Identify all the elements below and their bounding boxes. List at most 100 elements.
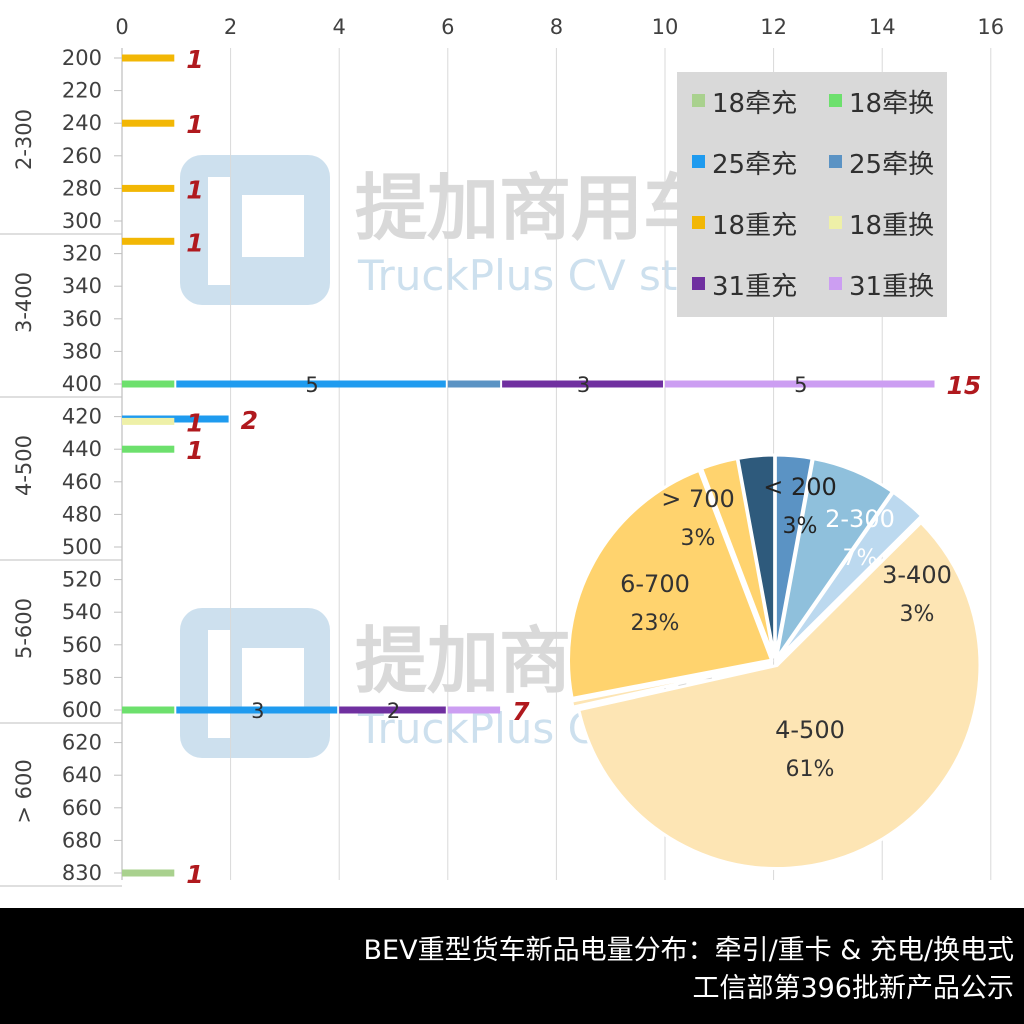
legend-label: 31重换 (849, 272, 934, 302)
chart-source: 工信部第396批新产品公示 (692, 973, 1014, 1004)
pie-slice-label: < 200 (763, 473, 837, 501)
y-tick-label: 580 (62, 665, 102, 689)
bar-segment (122, 237, 175, 245)
y-tick-label: 300 (62, 209, 102, 233)
x-tick-label: 12 (760, 15, 787, 39)
bar-segment (122, 54, 175, 62)
pie-slice (567, 468, 774, 701)
x-tick-label: 6 (441, 15, 454, 39)
group-label: > 600 (12, 759, 36, 823)
bar-total-label: 1 (186, 175, 203, 204)
x-tick-label: 14 (869, 15, 896, 39)
pie-slice (569, 661, 772, 709)
legend-swatch (829, 155, 842, 168)
bar-total-label: 15 (947, 371, 982, 400)
watermark-brand: 提加商用车 (355, 166, 715, 250)
watermark-logo-box (242, 648, 304, 710)
watermark-logo-icon (180, 608, 330, 758)
bar-segment-label: 5 (305, 373, 318, 397)
y-tick-label: 260 (62, 144, 102, 168)
legend-swatch (692, 155, 705, 168)
group-label: 4-500 (12, 435, 36, 496)
group-label: 2-300 (12, 109, 36, 170)
y-tick-label: 480 (62, 502, 102, 526)
y-tick-label: 440 (62, 437, 102, 461)
bar-segment (122, 417, 175, 425)
bar-total-label: 2 (241, 406, 258, 435)
y-tick-label: 220 (62, 79, 102, 103)
legend-label: 18重换 (849, 211, 934, 241)
legend-swatch (692, 94, 705, 107)
pie-slice-label: 3-400 (882, 561, 952, 589)
pie-slice-percent: 3% (783, 514, 818, 539)
bar-segment-label: 3 (577, 373, 590, 397)
pie-slice (577, 520, 982, 870)
y-tick-label: 540 (62, 600, 102, 624)
pie-slice-label: > 700 (661, 485, 735, 513)
pie-slice-percent: 7% (843, 546, 878, 571)
legend-label: 18重充 (712, 211, 797, 241)
x-tick-label: 10 (652, 15, 679, 39)
y-tick-label: 660 (62, 796, 102, 820)
legend-swatch (829, 94, 842, 107)
y-tick-label: 420 (62, 405, 102, 429)
bar-total-label: 1 (186, 408, 203, 437)
bar-segment (502, 380, 663, 388)
legend-label: 31重充 (712, 272, 797, 302)
bar-segment-label: 5 (794, 373, 807, 397)
x-tick-label: 2 (224, 15, 237, 39)
bar-total-label: 1 (186, 228, 203, 257)
bar-segment (176, 380, 446, 388)
pie-slice-percent: 3% (681, 526, 716, 551)
pie-slice-label: 2-300 (825, 505, 895, 533)
bar-total-label: 7 (512, 697, 530, 726)
bar-total-label: 1 (186, 110, 203, 139)
bar-total-label: 1 (186, 45, 203, 74)
watermark-logo-box (242, 195, 304, 257)
bar-segment-label: 3 (251, 699, 264, 723)
legend-label: 25牵换 (849, 150, 934, 180)
y-tick-label: 280 (62, 176, 102, 200)
bar-total-label: 1 (186, 860, 203, 889)
bar-segment (122, 380, 175, 388)
bar-segment (122, 706, 175, 714)
y-tick-label: 500 (62, 535, 102, 559)
y-tick-label: 380 (62, 339, 102, 363)
bar-total-label: 1 (186, 436, 203, 465)
y-tick-label: 340 (62, 274, 102, 298)
y-tick-label: 460 (62, 470, 102, 494)
bar-segment (176, 706, 338, 714)
watermark-logo-icon (180, 155, 330, 305)
legend-label: 18牵换 (849, 89, 934, 119)
y-tick-label: 560 (62, 633, 102, 657)
legend-swatch (692, 277, 705, 290)
group-label: 3-400 (12, 272, 36, 333)
bar-segment (447, 380, 501, 388)
pie-slice-percent: 61% (786, 757, 835, 782)
pie-slice-percent: 3% (900, 602, 935, 627)
bar-segment (122, 445, 175, 453)
bar-segment (665, 380, 935, 388)
watermark-logo-bar (208, 177, 230, 285)
y-tick-label: 640 (62, 763, 102, 787)
bar-segment (447, 706, 501, 714)
legend: 18牵充 18牵换 25牵充 25牵换 18重充 18重换 31重充 31重换 (677, 72, 947, 317)
x-tick-label: 0 (115, 15, 128, 39)
y-tick-label: 320 (62, 242, 102, 266)
bar-segment (122, 869, 175, 877)
pie-slice (736, 453, 777, 659)
bar-segment (122, 184, 175, 192)
footer-banner: BEV重型货车新品电量分布：牵引/重卡 & 充电/换电式 工信部第396批新产品… (0, 908, 1024, 1024)
y-tick-label: 600 (62, 698, 102, 722)
y-tick-label: 360 (62, 307, 102, 331)
bar-segment-label: 2 (387, 699, 400, 723)
pie-slice-percent: 23% (631, 611, 680, 636)
chart-title: BEV重型货车新品电量分布：牵引/重卡 & 充电/换电式 (363, 935, 1014, 966)
pie-slice (776, 490, 924, 661)
y-tick-label: 200 (62, 46, 102, 70)
y-tick-label: 520 (62, 568, 102, 592)
y-tick-label: 240 (62, 111, 102, 135)
